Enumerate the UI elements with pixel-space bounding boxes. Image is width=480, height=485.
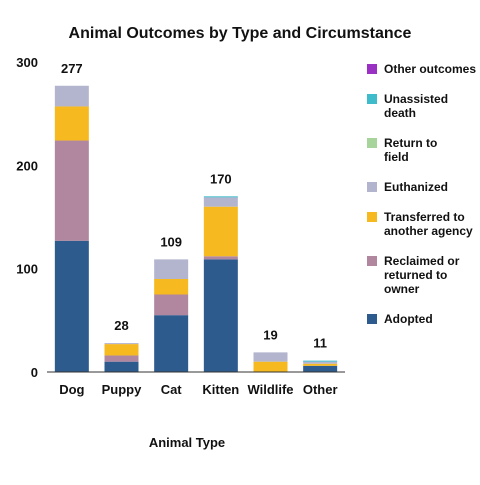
bar-segment (303, 361, 338, 364)
bar-segment (203, 196, 238, 198)
bar-segment (54, 85, 89, 107)
bar-segment (203, 197, 238, 207)
legend-swatch (367, 314, 377, 324)
x-axis-title: Animal Type (149, 435, 225, 450)
bar-segment (154, 279, 189, 295)
x-tick-label: Dog (59, 382, 84, 397)
bar-segment (54, 106, 89, 141)
legend-label: Transferred to another agency (384, 210, 473, 238)
bar-segment (104, 355, 139, 362)
x-tick-label: Kitten (202, 382, 239, 397)
legend-swatch (367, 94, 377, 104)
legend-label: Other outcomes (384, 62, 476, 76)
bar-total-label: 11 (313, 336, 327, 351)
bar-segment (303, 363, 338, 366)
legend-label: Adopted (384, 312, 433, 326)
bar-segment (54, 140, 89, 241)
legend-swatch (367, 256, 377, 266)
x-tick-label: Cat (161, 382, 183, 397)
legend-swatch (367, 64, 377, 74)
bar-total-label: 170 (210, 171, 232, 186)
y-axis: 0 100 200 300 (16, 55, 38, 380)
bar-segment (253, 361, 288, 372)
legend-label: Reclaimed or returned to owner (384, 254, 460, 296)
bar-total-label: 109 (160, 234, 182, 249)
bar-segment (104, 361, 139, 372)
legend-swatch (367, 182, 377, 192)
bar-segment (104, 343, 139, 345)
bar-segment (203, 256, 238, 260)
bar-segment (303, 360, 338, 362)
bar-segment (303, 365, 338, 372)
bar-segment (253, 352, 288, 362)
bar-total-label: 277 (61, 61, 83, 76)
bar-segment (203, 259, 238, 372)
x-axis: Dog Puppy Cat Kitten Wildlife Other (47, 371, 345, 397)
total-labels-group: 277 28 109 170 19 11 (61, 61, 327, 351)
bar-segment (203, 206, 238, 257)
bar-segment (154, 294, 189, 316)
legend-label: Unassisted death (384, 92, 448, 120)
bar-segment (154, 259, 189, 279)
x-tick-label: Puppy (102, 382, 142, 397)
bar-total-label: 19 (263, 327, 277, 342)
legend-swatch (367, 212, 377, 222)
bars-group (54, 85, 338, 372)
y-tick-label: 100 (16, 262, 38, 277)
y-tick-label: 0 (31, 365, 38, 380)
bar-total-label: 28 (114, 318, 128, 333)
y-tick-label: 300 (16, 55, 38, 70)
legend-label: Return to field (384, 136, 437, 164)
legend-swatch (367, 138, 377, 148)
bar-segment (104, 344, 139, 356)
bar-segment (154, 315, 189, 372)
x-tick-label: Wildlife (247, 382, 293, 397)
y-tick-label: 200 (16, 158, 38, 173)
legend: Other outcomes Unassisted death Return to fi… (367, 62, 476, 326)
chart-title: Animal Outcomes by Type and Circumstance (69, 25, 412, 42)
x-tick-label: Other (303, 382, 338, 397)
bar-segment (54, 240, 89, 372)
legend-label: Euthanized (384, 180, 448, 194)
